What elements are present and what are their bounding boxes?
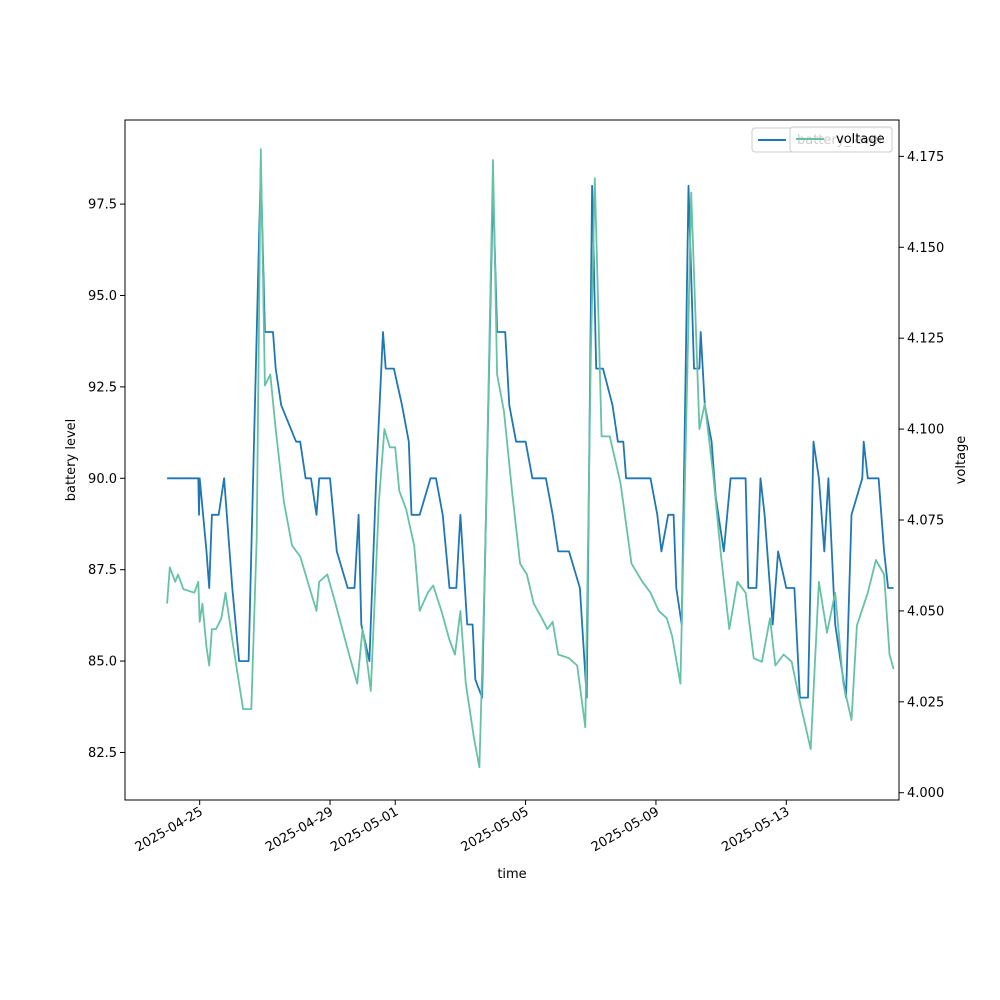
left-y-axis-title: battery level <box>64 419 79 502</box>
x-tick-label: 2025-05-13 <box>719 804 792 855</box>
x-tick-label: 2025-05-05 <box>459 804 532 855</box>
y2-tick-label: 4.125 <box>907 332 944 347</box>
x-axis-title: time <box>497 867 526 882</box>
y2-tick-label: 4.000 <box>907 786 944 801</box>
series-line-voltage <box>166 148 895 769</box>
y2-tick-label: 4.025 <box>907 695 944 710</box>
y-tick-label: 87.5 <box>88 563 117 578</box>
legend-label-voltage: voltage <box>836 132 885 147</box>
legend-voltage: voltage <box>789 126 893 153</box>
plot-area-frame <box>124 119 900 801</box>
y2-tick-label: 4.050 <box>907 604 944 619</box>
x-tick-label: 2025-05-01 <box>328 804 401 855</box>
right-y-axis-title: voltage <box>954 436 969 485</box>
x-tick-label: 2025-05-09 <box>589 804 662 855</box>
y-tick-label: 92.5 <box>88 380 117 395</box>
y2-tick-label: 4.100 <box>907 423 944 438</box>
x-tick-label: 2025-04-29 <box>263 804 336 855</box>
y-tick-label: 85.0 <box>88 655 117 670</box>
y-tick-label: 82.5 <box>88 746 117 761</box>
plot-lines <box>166 148 895 769</box>
y-tick-label: 95.0 <box>88 289 117 304</box>
y2-tick-label: 4.150 <box>907 241 944 256</box>
x-tick-label: 2025-04-25 <box>133 804 206 855</box>
y2-tick-label: 4.075 <box>907 514 944 529</box>
y2-tick-label: 4.175 <box>907 150 944 165</box>
y-tick-label: 90.0 <box>88 472 117 487</box>
y-tick-label: 97.5 <box>88 198 117 213</box>
series-line-battery-level <box>167 166 894 699</box>
